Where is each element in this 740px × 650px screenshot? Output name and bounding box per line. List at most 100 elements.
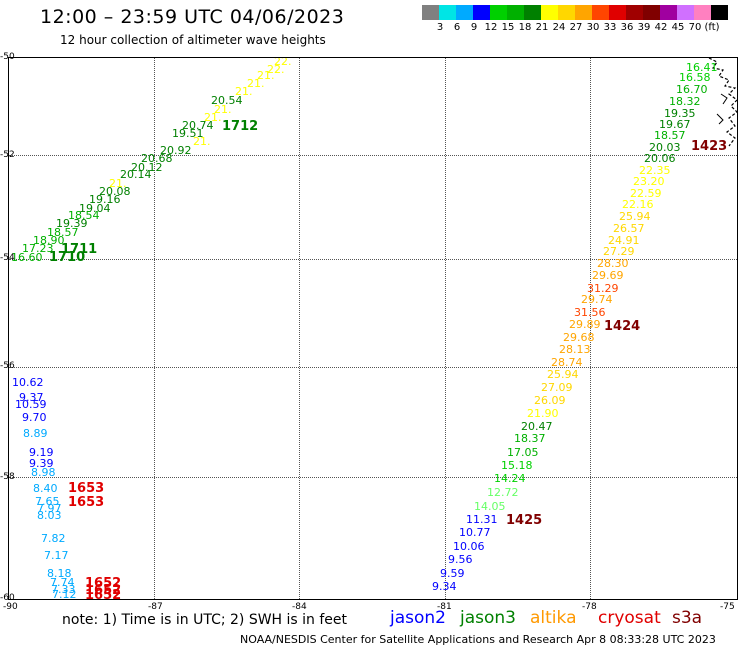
scale-swatch [456,5,473,20]
wave-height-label: 29.74 [581,293,613,306]
scale-label: 33 [603,22,617,33]
wave-height-label: 19.67 [659,118,691,131]
pass-time-label: 1652 [85,583,122,598]
scale-swatch [694,5,711,20]
scale-swatch [677,5,694,20]
scale-label: 36 [620,22,634,33]
wave-height-label: 7.82 [41,532,66,545]
wave-height-label: 21. [109,177,127,190]
wave-height-label: 17.05 [507,446,539,459]
wave-height-label: 16.58 [679,71,711,84]
pass-time-label: 1712 [222,119,259,134]
grid-line-lat [9,259,737,260]
scale-swatch [643,5,660,20]
pass-time-label: 1653 [68,495,105,510]
scale-swatch [422,5,439,20]
scale-label: 12 [484,22,498,33]
wave-height-label: 21. [214,103,232,116]
lat-label: -58 [0,472,15,482]
pass-time-label: 1652 [85,576,122,591]
lon-label: -87 [148,602,163,612]
scale-label: 9 [470,22,478,33]
wave-height-label: 20.74 [182,119,214,132]
wave-height-label: 19.16 [89,193,121,206]
lon-label: -84 [292,602,307,612]
wave-height-label: 20.47 [521,420,553,433]
pass-time-label: 1711 [61,242,98,257]
scale-swatch [626,5,643,20]
grid-line-lon [445,58,446,599]
wave-height-label: 21.90 [527,407,559,420]
wave-height-label: 24.91 [608,234,640,247]
wave-height-label: 21. [204,111,222,124]
legend-jason2: jason2 [390,608,446,628]
scale-swatch [439,5,456,20]
pass-time-label: 1652 [85,588,122,600]
lon-label: -78 [582,602,597,612]
credit-line: NOAA/NESDIS Center for Satellite Applica… [240,633,716,646]
wave-height-label: 21. [235,85,253,98]
wave-height-label: 15.43 [689,58,721,60]
wave-height-label: 29.68 [563,331,595,344]
grid-line-lon [299,58,300,599]
wave-height-label: 22.16 [622,198,654,211]
wave-height-label: 26.09 [534,394,566,407]
grid-line-lat [9,477,737,478]
wave-height-label: 28.30 [597,257,629,270]
wave-height-label: 18.90 [33,234,65,247]
wave-height-label: 16.41 [686,61,718,74]
wave-height-label: 9.37 [19,391,44,404]
wave-height-label: 25.94 [547,368,579,381]
wave-height-label: 20.12 [131,161,163,174]
wave-height-label: 18.54 [68,209,100,222]
wave-height-label: 8.89 [23,427,48,440]
wave-height-label: 9.34 [432,580,457,593]
scale-swatch [592,5,609,20]
legend-s3a: s3a [672,608,703,628]
wave-height-label: 7.97 [37,502,62,515]
scale-label: 24 [552,22,566,33]
wave-height-label: 20.03 [649,141,681,154]
legend-jason3: jason3 [460,608,516,628]
wave-height-label: 31.56 [574,306,606,319]
wave-height-label: 19.51 [172,127,204,140]
grid-line-lat [9,155,737,156]
scale-label: 70 [688,22,702,33]
wave-height-label: 18.57 [47,226,79,239]
wave-height-label: 27.29 [603,245,635,258]
wave-height-label: 18.32 [669,95,701,108]
wave-height-label: 9.19 [29,446,54,459]
wave-height-label: 20.14 [120,168,152,181]
wave-height-label: 16.60 [11,251,43,264]
wave-height-label: 19.04 [79,202,111,215]
wave-height-label: 23.20 [633,175,665,188]
wave-height-label: 15.18 [501,459,533,472]
wave-height-label: 21. [193,135,211,148]
scale-swatch [575,5,592,20]
grid-line-lon [590,58,591,599]
wave-height-label: 12.72 [487,486,519,499]
scale-swatch [507,5,524,20]
scale-swatch [609,5,626,20]
wave-height-label: 26.57 [613,222,645,235]
wave-height-label: 20.68 [141,152,173,165]
lat-label: -54 [0,253,15,263]
pass-time-label: 1653 [68,481,105,496]
scale-swatch [473,5,490,20]
scale-label: 6 [453,22,461,33]
lat-label: -60 [0,593,15,603]
wave-height-label: 19.35 [664,107,696,120]
wave-height-label: 28.74 [551,356,583,369]
wave-height-label: 20.08 [99,185,131,198]
scale-swatch [490,5,507,20]
chart-title: 12:00 – 23:59 UTC 04/06/2023 [40,6,345,28]
coastline [708,58,737,147]
wave-height-label: 7.17 [44,549,69,562]
pass-time-label: 1423 [691,139,728,154]
wave-height-label: 11.31 [466,513,498,526]
wave-height-label: 9.39 [29,457,54,470]
wave-height-label: 31.29 [587,282,619,295]
scale-label: 15 [501,22,515,33]
scale-label: 45 [671,22,685,33]
wave-height-label: 8.40 [33,482,58,495]
